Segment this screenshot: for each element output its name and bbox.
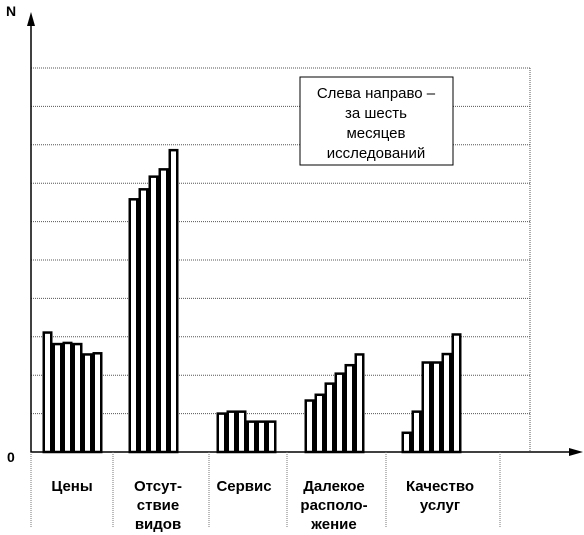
bar (92, 352, 103, 454)
category-label: ствие (137, 497, 179, 514)
bar (334, 372, 345, 454)
bar (236, 410, 247, 454)
category-label: Отсут- (134, 478, 182, 495)
bar (344, 363, 355, 454)
annotation-line-2: за шесть (345, 105, 407, 122)
bar (411, 410, 422, 454)
bar (304, 399, 315, 454)
bar (82, 353, 93, 454)
annotation-frame (299, 76, 454, 166)
bar (216, 412, 227, 454)
category-label: располо- (300, 497, 367, 514)
bar (266, 420, 277, 454)
bar (72, 342, 83, 454)
bar (52, 342, 63, 454)
bar (324, 382, 335, 454)
bar (441, 352, 452, 454)
annotation-box: Слева направо – за шесть месяцев исследо… (299, 76, 454, 166)
bar (158, 168, 169, 454)
category-label: услуг (420, 497, 460, 514)
x-axis-arrow (569, 448, 583, 456)
bar (421, 361, 432, 454)
bar (226, 410, 237, 454)
y-origin-label: 0 (7, 449, 15, 465)
category-label: жение (310, 516, 356, 533)
axes: N 0 (6, 3, 583, 465)
category-label: Далекое (303, 478, 365, 495)
grid (31, 67, 531, 452)
category-dividers (30, 452, 501, 528)
bars (42, 148, 462, 454)
bar (256, 420, 267, 454)
category-label: Цены (51, 478, 92, 495)
annotation-line-1: Слева направо – (317, 85, 436, 102)
bar (42, 331, 53, 454)
bar (138, 188, 149, 454)
bar (401, 431, 412, 454)
bar (246, 420, 257, 454)
bar (62, 341, 73, 454)
y-axis-label: N (6, 3, 16, 19)
category-labels: Цены Отсут-ствие видов Сервис Далекое располо… (51, 478, 474, 533)
bar (431, 361, 442, 454)
bar (354, 353, 365, 454)
annotation-line-3: месяцев (346, 125, 405, 142)
bar (314, 393, 325, 454)
bar (148, 175, 159, 454)
annotation-line-4: исследований (327, 145, 425, 162)
category-label: Сервис (216, 478, 271, 495)
y-axis-arrow (27, 12, 35, 26)
category-label: Качество (406, 478, 474, 495)
bar (128, 198, 139, 454)
bar (451, 333, 462, 454)
category-label: видов (135, 516, 181, 533)
bar (168, 148, 179, 454)
